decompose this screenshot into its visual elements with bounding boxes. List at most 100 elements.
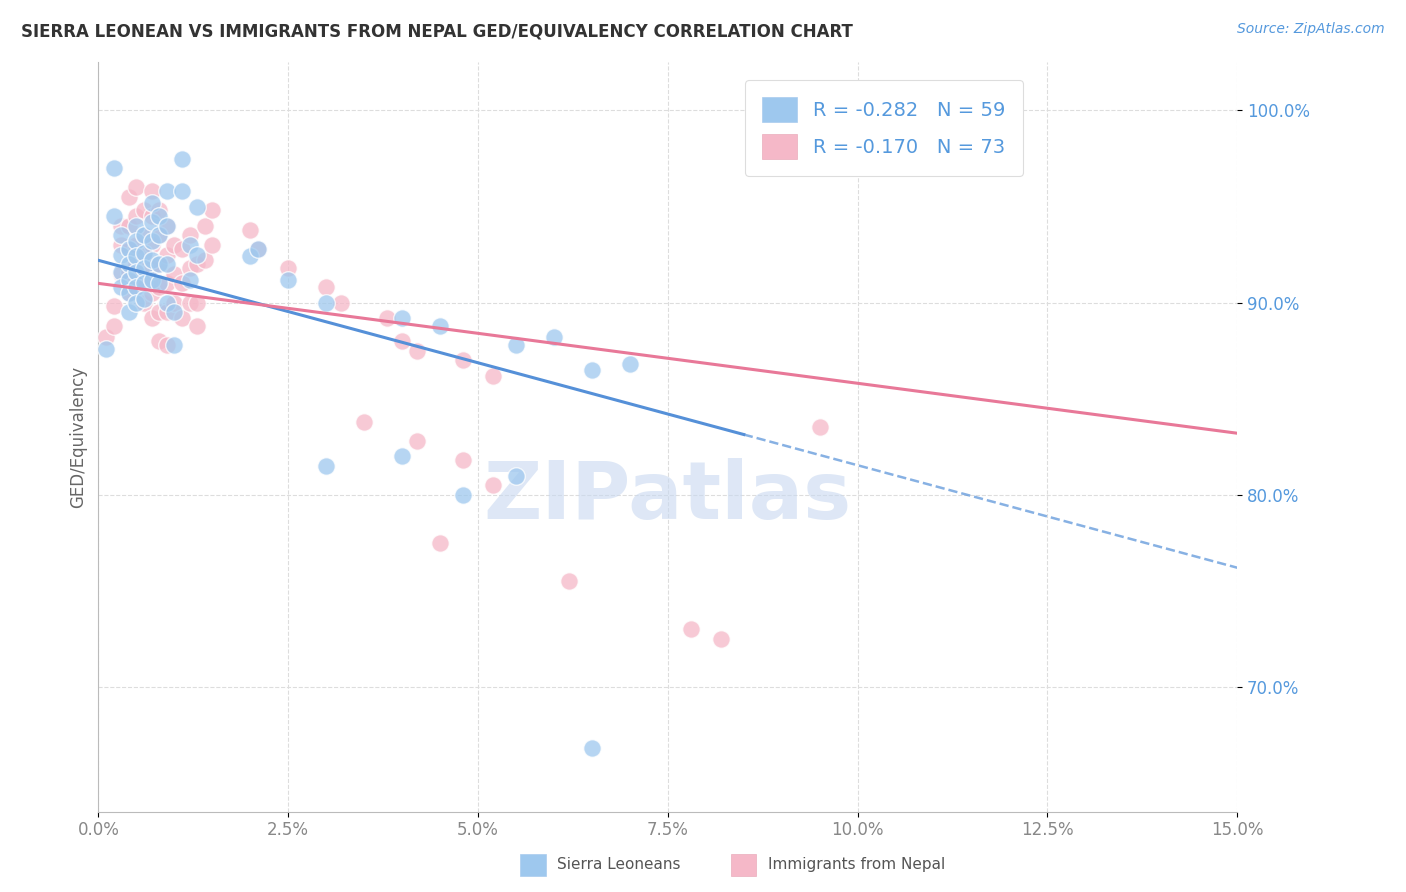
Point: [141, 234, 163, 248]
Point: [391, 450, 413, 464]
Point: [186, 247, 208, 261]
Point: [103, 318, 125, 333]
Point: [156, 184, 179, 198]
Point: [132, 260, 155, 275]
Point: [125, 238, 148, 252]
Point: [141, 184, 163, 198]
Point: [103, 300, 125, 314]
Point: [179, 238, 201, 252]
Point: [148, 203, 170, 218]
Point: [125, 257, 148, 271]
Point: [141, 238, 163, 252]
Point: [118, 285, 141, 300]
Point: [148, 257, 170, 271]
Point: [179, 260, 201, 275]
Y-axis label: GED/Equivalency: GED/Equivalency: [69, 366, 87, 508]
Point: [808, 420, 831, 434]
Point: [163, 305, 186, 319]
Point: [163, 295, 186, 310]
Point: [156, 257, 179, 271]
Point: [110, 219, 132, 233]
Point: [170, 277, 193, 291]
Point: [141, 260, 163, 275]
Point: [581, 363, 603, 377]
Text: Sierra Leoneans: Sierra Leoneans: [557, 857, 681, 872]
Point: [118, 305, 141, 319]
Point: [110, 247, 132, 261]
Point: [239, 222, 262, 236]
Point: [132, 228, 155, 243]
Point: [125, 219, 148, 233]
Point: [125, 280, 148, 294]
Point: [141, 285, 163, 300]
Point: [156, 219, 179, 233]
Point: [125, 295, 148, 310]
Point: [163, 338, 186, 352]
Point: [141, 209, 163, 223]
Point: [194, 219, 217, 233]
Point: [125, 180, 148, 194]
Point: [125, 250, 148, 264]
Point: [186, 295, 208, 310]
Point: [406, 343, 429, 358]
Point: [558, 574, 581, 589]
Point: [118, 242, 141, 256]
Text: Source: ZipAtlas.com: Source: ZipAtlas.com: [1237, 22, 1385, 37]
Point: [277, 260, 299, 275]
Point: [619, 357, 641, 371]
Point: [375, 310, 398, 325]
Point: [148, 209, 170, 223]
Point: [141, 310, 163, 325]
Point: [194, 253, 217, 268]
Point: [315, 280, 337, 294]
Point: [505, 468, 527, 483]
Text: SIERRA LEONEAN VS IMMIGRANTS FROM NEPAL GED/EQUIVALENCY CORRELATION CHART: SIERRA LEONEAN VS IMMIGRANTS FROM NEPAL …: [21, 22, 853, 40]
Point: [482, 368, 505, 383]
Point: [118, 272, 141, 286]
Point: [141, 272, 163, 286]
Point: [118, 190, 141, 204]
Point: [118, 242, 141, 256]
Point: [710, 632, 733, 646]
Point: [125, 280, 148, 294]
Point: [163, 267, 186, 281]
Point: [141, 253, 163, 268]
Point: [110, 265, 132, 279]
Point: [543, 330, 565, 344]
Point: [110, 267, 132, 281]
Point: [315, 295, 337, 310]
Point: [186, 318, 208, 333]
Point: [239, 250, 262, 264]
Point: [406, 434, 429, 448]
Point: [132, 203, 155, 218]
Point: [451, 353, 474, 368]
Point: [581, 741, 603, 756]
Point: [170, 242, 193, 256]
Point: [163, 238, 186, 252]
Point: [451, 453, 474, 467]
Point: [315, 458, 337, 473]
Point: [132, 228, 155, 243]
Point: [170, 152, 193, 166]
Point: [118, 285, 141, 300]
Point: [201, 238, 224, 252]
Point: [505, 338, 527, 352]
Point: [132, 272, 155, 286]
Point: [156, 247, 179, 261]
Point: [179, 272, 201, 286]
Point: [94, 342, 117, 356]
Point: [132, 277, 155, 291]
Point: [156, 295, 179, 310]
Point: [353, 415, 375, 429]
Point: [148, 280, 170, 294]
Point: [103, 161, 125, 175]
Point: [148, 334, 170, 348]
Point: [132, 245, 155, 260]
Point: [429, 535, 451, 549]
Text: ZIPatlas: ZIPatlas: [484, 458, 852, 536]
Point: [125, 209, 148, 223]
Point: [451, 488, 474, 502]
Point: [148, 305, 170, 319]
Point: [179, 295, 201, 310]
Point: [141, 195, 163, 210]
